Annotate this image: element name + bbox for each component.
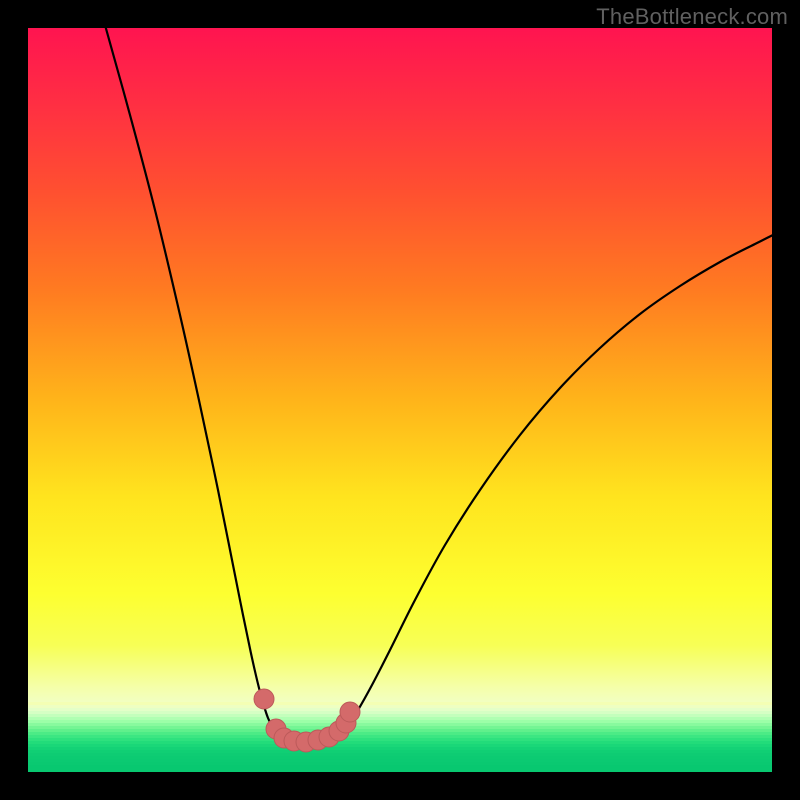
watermark-text: TheBottleneck.com [596,4,788,30]
bottom-bands [28,702,772,772]
curve-marker [254,689,274,709]
bottleneck-chart [0,0,800,800]
curve-marker [340,702,360,722]
chart-container: TheBottleneck.com [0,0,800,800]
plot-background [28,28,772,772]
